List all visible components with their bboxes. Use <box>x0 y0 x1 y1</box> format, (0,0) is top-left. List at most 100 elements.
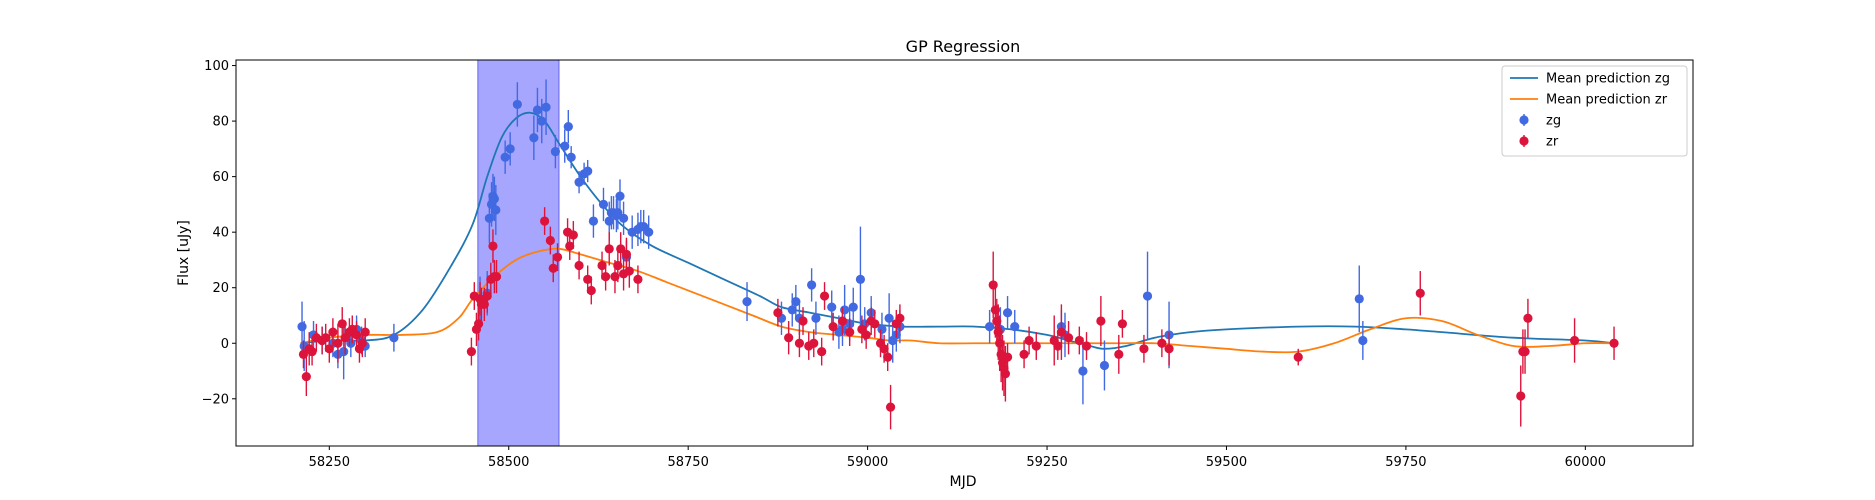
x-axis-ticks: 58250 58500 58750 59000 59250 59500 59750 60000 <box>309 446 1606 470</box>
zg-point <box>491 205 501 215</box>
zr-point <box>1031 341 1041 351</box>
zr-point <box>333 338 343 348</box>
zr-point <box>586 285 596 296</box>
zr-point <box>870 319 880 329</box>
zr-point <box>633 274 643 284</box>
zg-point <box>884 313 894 323</box>
zr-point <box>473 319 484 329</box>
zg-point <box>339 346 349 357</box>
zg-point <box>791 296 801 307</box>
zr-point <box>837 316 848 326</box>
zr-point <box>583 274 593 284</box>
zg-point <box>297 321 307 332</box>
zg-point <box>618 213 629 223</box>
x-tick-label: 59750 <box>1385 455 1426 470</box>
zr-point <box>574 260 584 271</box>
zr-point <box>1139 344 1149 354</box>
zg-point <box>560 141 570 151</box>
x-tick-label: 59500 <box>1206 455 1247 470</box>
zr-point <box>360 327 370 337</box>
zg-point <box>877 324 887 334</box>
y-tick-label: 40 <box>212 226 229 241</box>
zg-point <box>807 280 817 290</box>
zr-point <box>819 291 830 301</box>
zr-point <box>482 291 492 301</box>
zg-point <box>644 227 654 237</box>
zr-point <box>879 344 889 354</box>
zg-point <box>811 313 821 323</box>
x-tick-label: 59000 <box>847 455 888 470</box>
y-tick-label: 20 <box>212 281 229 296</box>
zr-point <box>1096 316 1106 326</box>
mean-prediction-line-zg <box>300 111 1615 350</box>
x-tick-label: 59250 <box>1026 455 1067 470</box>
zr-point <box>784 333 794 343</box>
zg-point <box>529 133 539 143</box>
zr-point <box>1024 335 1034 346</box>
zg-point <box>1358 335 1368 346</box>
zg-point <box>532 105 543 115</box>
zg-point <box>500 152 510 162</box>
zr-point <box>1609 338 1619 348</box>
legend-label: zr <box>1546 135 1559 150</box>
zg-point <box>985 321 995 332</box>
zr-point <box>298 349 309 359</box>
zr-point <box>488 241 498 251</box>
legend-label: Mean prediction zg <box>1546 72 1670 87</box>
zr-point <box>1164 344 1174 354</box>
zr-point <box>1117 319 1128 329</box>
zg-point <box>505 144 515 154</box>
zr-point <box>307 346 317 357</box>
zr-point <box>565 241 575 251</box>
zr-point <box>1114 349 1124 359</box>
zg-point <box>598 199 609 210</box>
zr-point <box>1415 288 1425 298</box>
zr-point <box>466 346 477 357</box>
zr-point <box>1056 327 1066 337</box>
zr-point <box>324 344 334 354</box>
zg-point <box>389 333 399 343</box>
zr-point <box>604 244 614 254</box>
zr-point <box>817 346 827 357</box>
zr-point <box>794 338 805 348</box>
zg-point <box>346 338 356 348</box>
zr-point <box>552 252 563 262</box>
zg-point <box>848 302 858 312</box>
zr-point <box>491 272 502 282</box>
zr-point <box>616 244 626 254</box>
zg-point <box>537 116 547 126</box>
zg-point <box>615 191 625 201</box>
y-tick-label: −20 <box>202 392 229 407</box>
zr-point <box>321 333 331 343</box>
legend: Mean prediction zg Mean prediction zr zg zr <box>1501 65 1688 157</box>
zr-point <box>545 235 555 246</box>
zr-point <box>773 308 783 318</box>
x-tick-label: 58250 <box>309 455 350 470</box>
legend-box <box>1501 65 1688 157</box>
zr-point <box>1293 352 1303 362</box>
zr-point <box>809 338 819 348</box>
zg-point <box>489 194 499 204</box>
zr-point <box>1157 338 1167 348</box>
y-tick-label: 60 <box>212 170 229 185</box>
zg-point <box>1354 294 1364 304</box>
zr-point <box>885 402 896 412</box>
x-axis-label: MJD <box>950 474 977 490</box>
highlight-region <box>477 59 560 447</box>
zr-point <box>540 216 550 226</box>
legend-label: Mean prediction zr <box>1546 93 1668 108</box>
zg-point <box>1078 366 1088 376</box>
zg-point <box>583 166 593 176</box>
y-tick-label: 0 <box>221 337 229 352</box>
zr-point <box>568 230 578 240</box>
x-tick-label: 60000 <box>1565 455 1606 470</box>
zr-point <box>624 266 634 276</box>
zr-point <box>328 327 338 337</box>
chart-title: GP Regression <box>906 37 1021 56</box>
zg-point <box>588 216 599 226</box>
legend-label: zg <box>1546 114 1561 129</box>
zr-point <box>1002 352 1013 362</box>
zr-point <box>1516 391 1526 401</box>
zr-point <box>1019 349 1029 359</box>
x-tick-label: 58500 <box>488 455 529 470</box>
